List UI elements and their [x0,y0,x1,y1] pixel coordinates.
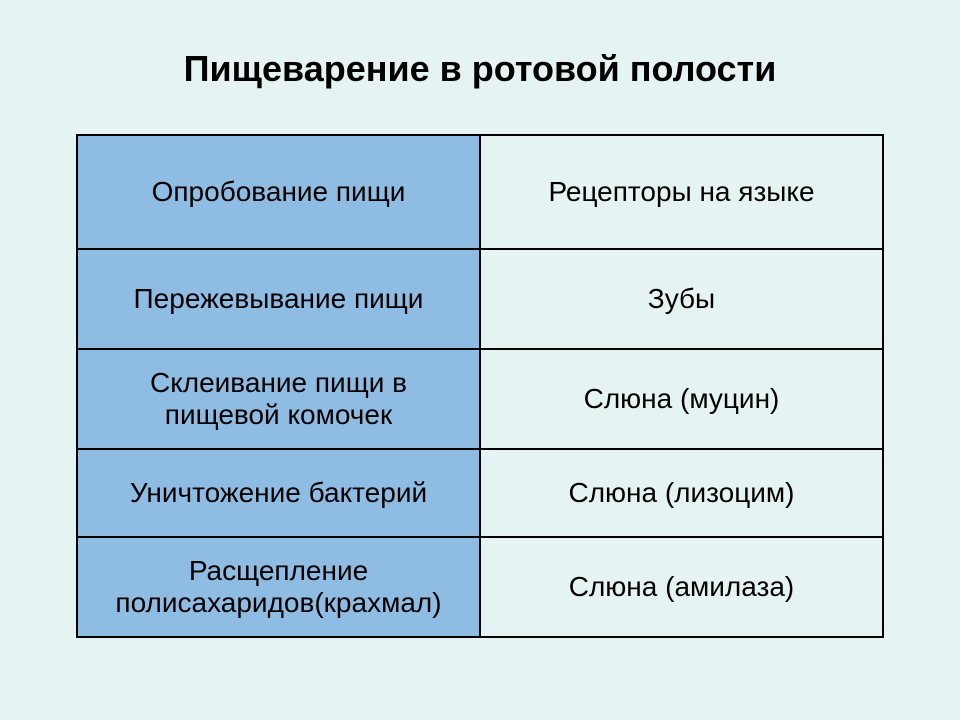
process-cell: Уничтожение бактерий [77,449,480,537]
table-row: Расщепление полисахаридов(крахмал) Слюна… [77,537,883,637]
digestion-table-container: Опробование пищи Рецепторы на языке Пере… [76,134,884,638]
agent-cell: Рецепторы на языке [480,135,883,249]
process-cell: Опробование пищи [77,135,480,249]
digestion-table: Опробование пищи Рецепторы на языке Пере… [76,134,884,638]
process-cell: Склеивание пищи в пищевой комочек [77,349,480,449]
agent-cell: Слюна (муцин) [480,349,883,449]
process-cell: Расщепление полисахаридов(крахмал) [77,537,480,637]
agent-cell: Слюна (амилаза) [480,537,883,637]
agent-cell: Слюна (лизоцим) [480,449,883,537]
page-title: Пищеварение в ротовой полости [184,48,777,90]
table-row: Склеивание пищи в пищевой комочек Слюна … [77,349,883,449]
agent-cell: Зубы [480,249,883,349]
table-row: Пережевывание пищи Зубы [77,249,883,349]
table-row: Опробование пищи Рецепторы на языке [77,135,883,249]
table-row: Уничтожение бактерий Слюна (лизоцим) [77,449,883,537]
process-cell: Пережевывание пищи [77,249,480,349]
